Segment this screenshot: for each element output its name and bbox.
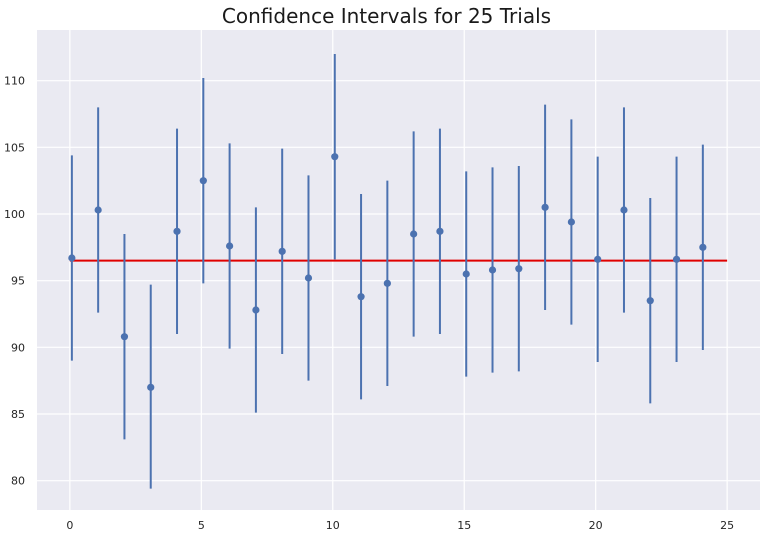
data-point <box>226 242 234 250</box>
y-tick-label: 100 <box>4 208 25 221</box>
data-point <box>147 383 155 391</box>
y-tick-label: 80 <box>11 475 25 488</box>
data-point <box>173 227 181 235</box>
data-point <box>304 274 313 282</box>
data-point <box>383 279 391 287</box>
data-point <box>541 203 549 211</box>
x-tick-label: 0 <box>66 519 73 532</box>
plot-background <box>37 30 760 510</box>
x-tick-label: 20 <box>589 519 603 532</box>
data-point <box>620 206 628 214</box>
x-tick-label: 15 <box>457 519 471 532</box>
data-point <box>488 266 497 274</box>
data-point <box>199 177 207 185</box>
data-point <box>410 230 418 238</box>
data-point <box>672 255 681 263</box>
data-point <box>331 153 339 161</box>
y-tick-label: 95 <box>11 275 25 288</box>
x-tick-label: 5 <box>198 519 205 532</box>
y-tick-labels: 80 85 90 95 100 105 110 <box>4 75 25 488</box>
data-point <box>278 247 286 255</box>
y-tick-label: 110 <box>4 75 25 88</box>
x-tick-labels: 0 5 10 15 20 25 <box>66 519 734 532</box>
y-tick-label: 85 <box>11 408 25 421</box>
grid-lines <box>37 30 760 510</box>
data-point <box>646 297 654 305</box>
data-point <box>515 265 523 273</box>
data-point <box>462 270 470 278</box>
chart-title: Confidence Intervals for 25 Trials <box>221 4 552 28</box>
data-point <box>94 206 102 214</box>
data-point <box>120 333 129 341</box>
data-point <box>567 218 575 226</box>
data-point <box>436 227 444 235</box>
data-point <box>357 293 365 301</box>
y-tick-label: 105 <box>4 141 25 154</box>
data-point <box>699 243 707 251</box>
data-point <box>594 255 602 263</box>
x-tick-label: 25 <box>720 519 734 532</box>
data-point <box>68 254 76 262</box>
data-points <box>68 153 707 391</box>
x-tick-label: 10 <box>326 519 340 532</box>
data-point <box>252 306 260 314</box>
y-tick-label: 90 <box>11 341 25 354</box>
